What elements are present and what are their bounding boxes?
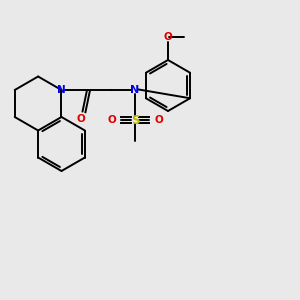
Text: N: N [57, 85, 66, 95]
Text: O: O [76, 114, 85, 124]
Text: N: N [130, 85, 140, 95]
Text: O: O [154, 115, 163, 125]
Text: O: O [164, 32, 172, 42]
Text: S: S [131, 113, 139, 127]
Text: O: O [107, 115, 116, 125]
